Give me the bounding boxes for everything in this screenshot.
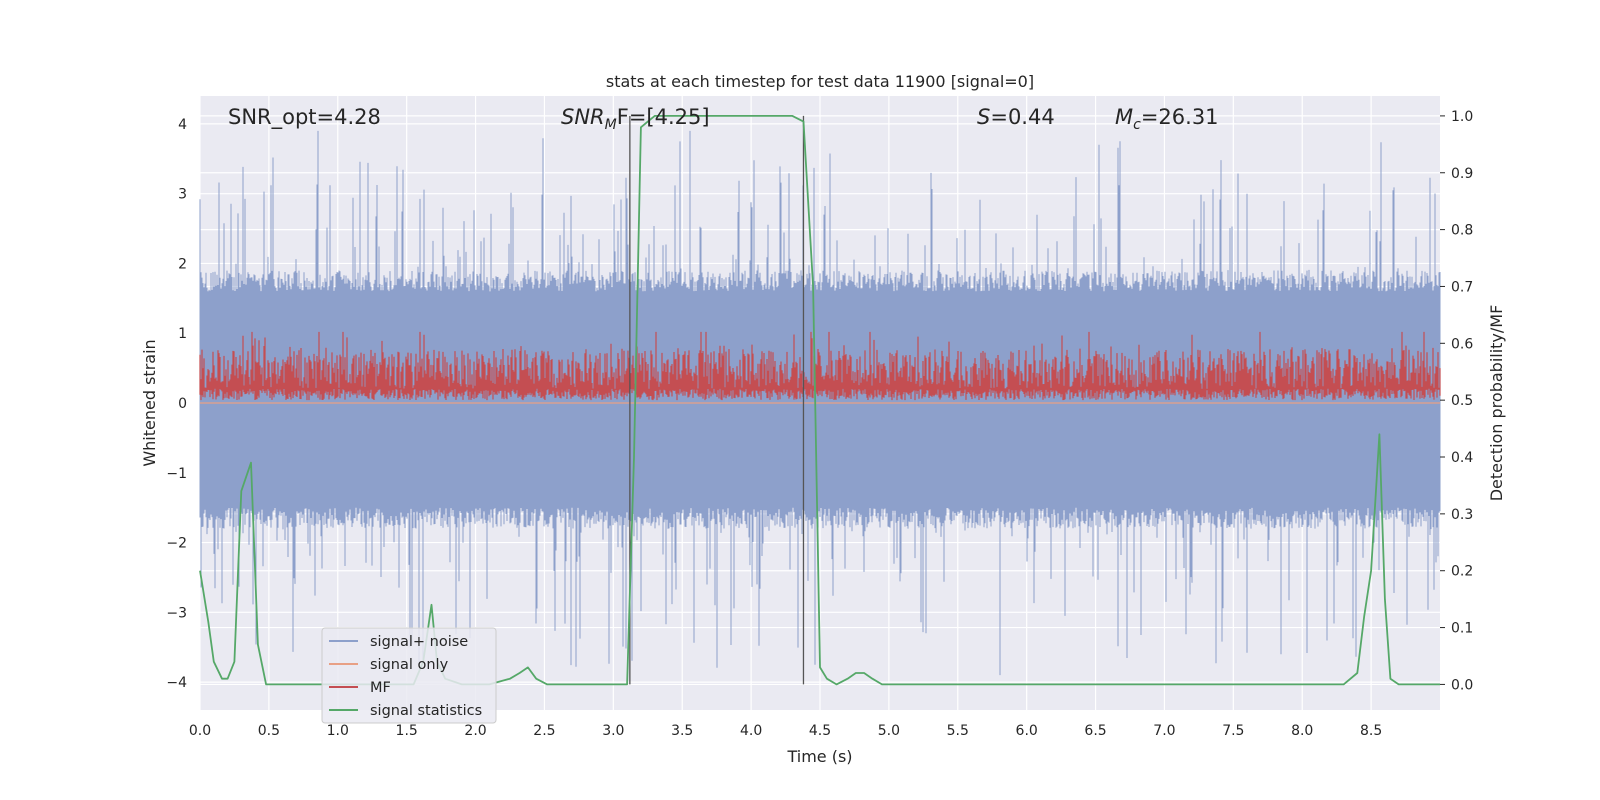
snr-mf-rest: F=[4.25] — [617, 105, 710, 129]
signal-statistics-line — [199, 115, 1440, 686]
s-main: S — [977, 105, 990, 129]
x-tick-label: 4.5 — [809, 723, 831, 739]
y-right-tick-label: 0.9 — [1451, 166, 1473, 182]
legend-label-signal-only: signal only — [370, 657, 449, 673]
s-rest: =0.44 — [990, 105, 1054, 129]
y-right-axis-label: Detection probability/MF — [1487, 305, 1506, 502]
y-tick-label: −3 — [166, 605, 187, 621]
y-right-tick-label: 0.1 — [1451, 621, 1473, 637]
y-right-tick-label: 0.6 — [1451, 336, 1473, 352]
mf-line — [199, 331, 1441, 401]
mc-rest: =26.31 — [1141, 105, 1219, 129]
y-tick-label: 0 — [178, 396, 187, 412]
legend: signal+ noise signal only MF signal stat… — [321, 627, 497, 724]
x-tick-label: 6.0 — [1016, 723, 1038, 739]
y-right-tick-label: 0.3 — [1451, 507, 1473, 523]
x-tick-label: 6.5 — [1084, 723, 1106, 739]
mc-main: M — [1115, 105, 1133, 129]
y-right-tick-label: 0.0 — [1451, 677, 1473, 693]
y-tick-label: 1 — [178, 326, 187, 342]
x-tick-label: 7.0 — [1153, 723, 1175, 739]
y-right-tick-label: 0.4 — [1451, 450, 1473, 466]
x-tick-label: 3.5 — [671, 723, 693, 739]
legend-label-mf: MF — [370, 680, 391, 696]
x-tick-label: 7.5 — [1222, 723, 1244, 739]
y-right-tick-label: 0.2 — [1451, 564, 1473, 580]
x-tick-label: 2.5 — [533, 723, 555, 739]
s-annotation: S=0.44 — [977, 105, 1055, 129]
y-tick-label: −4 — [166, 675, 187, 691]
y-tick-label: 2 — [178, 256, 187, 272]
snr-mf-sub: M — [605, 117, 617, 133]
mc-annotation: Mc=26.31 — [1115, 105, 1219, 133]
x-tick-label: 2.0 — [464, 723, 486, 739]
x-tick-label: 5.5 — [947, 723, 969, 739]
x-axis-ticks: 0.0 0.5 1.0 1.5 2.0 2.5 3.0 3.5 4.0 4.5 5.0 5.5 6.0 6… — [189, 723, 1382, 739]
snr-mf-main: SNR — [561, 105, 605, 129]
x-tick-label: 4.0 — [740, 723, 762, 739]
x-tick-label: 5.0 — [878, 723, 900, 739]
snr-mf-annotation: SNRMF=[4.25] — [561, 105, 710, 133]
y-tick-label: 3 — [178, 187, 187, 203]
y-right-tick-label: 1.0 — [1451, 109, 1473, 125]
legend-label-signal-noise: signal+ noise — [370, 634, 468, 650]
y-right-tick-label: 0.7 — [1451, 279, 1473, 295]
signal-statistics-series — [199, 115, 1440, 686]
y-axis-label: Whitened strain — [140, 339, 159, 466]
legend-label-signal-statistics: signal statistics — [370, 703, 482, 719]
y-right-tick-label: 0.5 — [1451, 393, 1473, 409]
snr-opt-annotation: SNR_opt=4.28 — [228, 105, 381, 130]
x-tick-label: 0.5 — [258, 723, 280, 739]
x-tick-label: 8.5 — [1360, 723, 1382, 739]
y-axis-ticks: 4 3 2 1 0 −1 −2 −3 −4 — [166, 117, 187, 691]
y-right-tick-label: 0.8 — [1451, 223, 1473, 239]
y-tick-label: −1 — [166, 466, 187, 482]
mf-series — [199, 331, 1441, 401]
x-axis-label: Time (s) — [786, 747, 852, 766]
x-tick-label: 3.0 — [602, 723, 624, 739]
x-tick-label: 1.0 — [327, 723, 349, 739]
y-tick-label: 4 — [178, 117, 187, 133]
chart-title: stats at each timestep for test data 119… — [606, 72, 1034, 91]
x-tick-label: 0.0 — [189, 723, 211, 739]
x-tick-label: 1.5 — [396, 723, 418, 739]
mc-sub: c — [1133, 117, 1141, 133]
legend-box — [321, 627, 497, 724]
y-tick-label: −2 — [166, 536, 187, 552]
y-right-axis-ticks: 1.0 0.9 0.8 0.7 0.6 0.5 0.4 0.3 0.2 0.1 0.0 — [1440, 109, 1473, 693]
x-tick-label: 8.0 — [1291, 723, 1313, 739]
